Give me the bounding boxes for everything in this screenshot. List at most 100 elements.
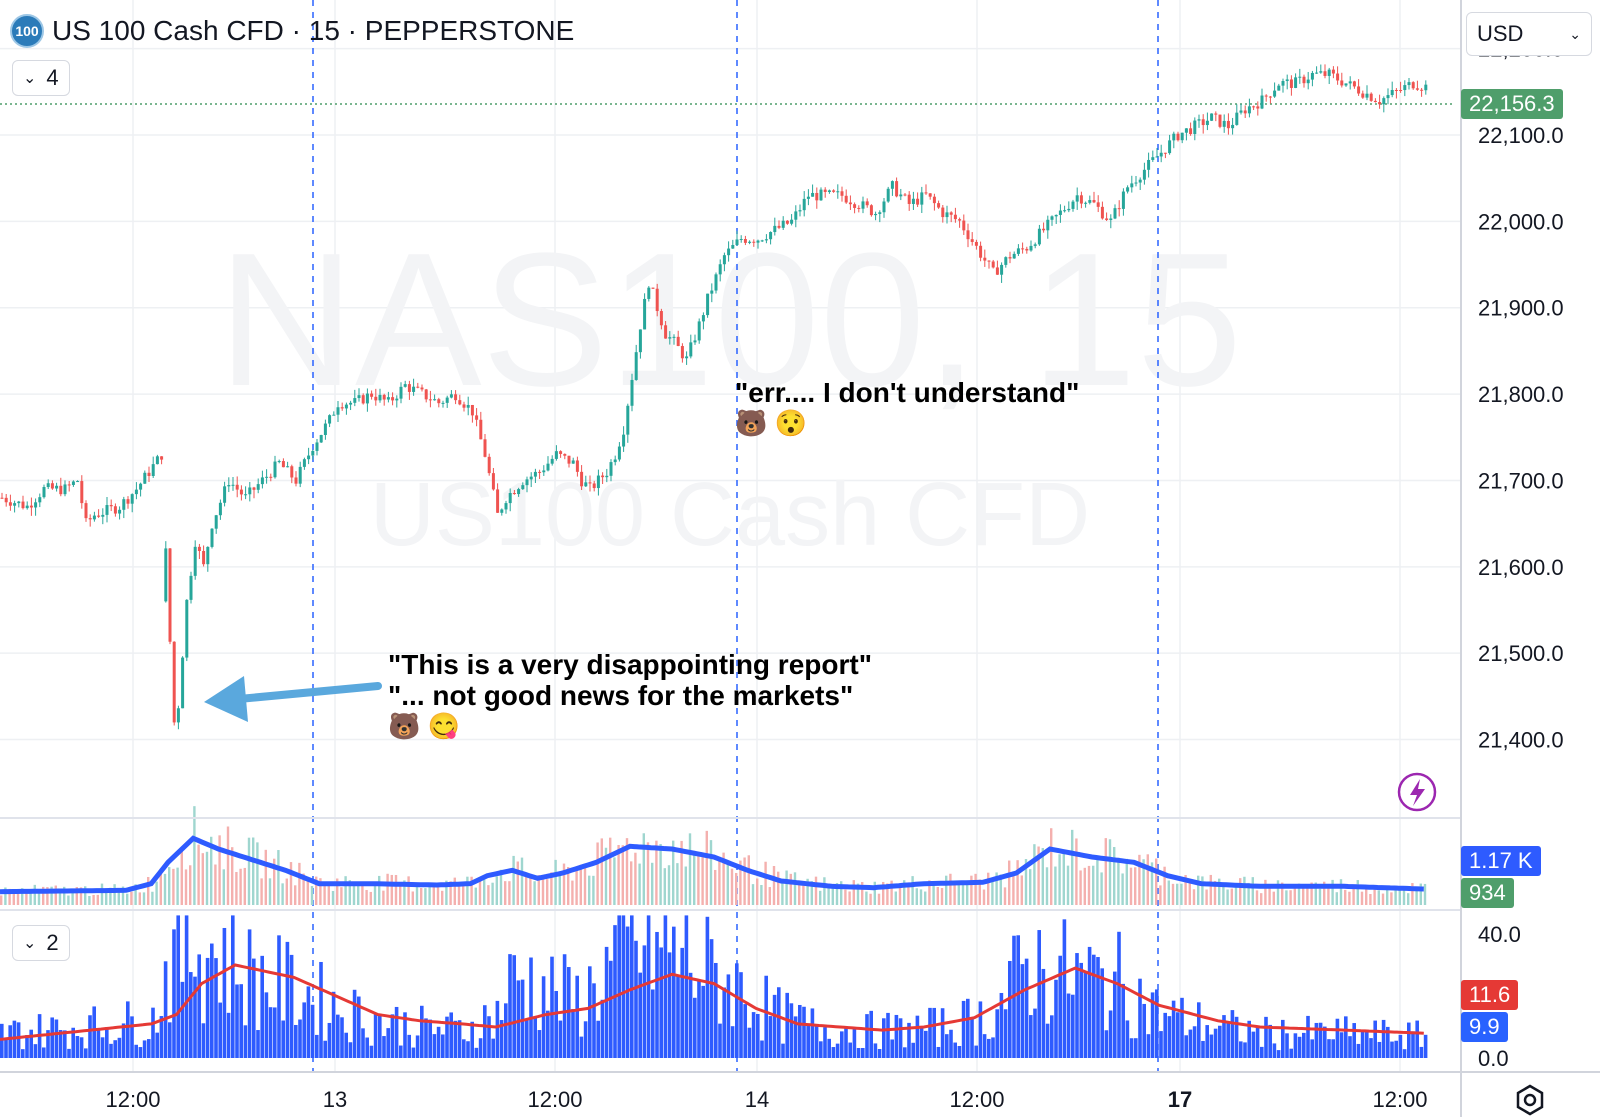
candle-body [1323,71,1327,76]
candle-body [1361,93,1365,98]
volume-bar [449,881,452,905]
oscillator-ma-line [0,963,1424,1041]
volume-bar [21,888,24,905]
price-axis-ticks[interactable]: 22,200.022,100.022,000.021,900.021,800.0… [1478,37,1564,753]
volume-bar [911,876,914,905]
candle-body [143,472,147,484]
volume-bar [424,888,427,905]
oscillator-bar [88,1015,92,1058]
candle-body [1205,120,1209,126]
oscillator-bar [315,1034,319,1058]
oscillator-bar [621,915,626,1058]
candle-body [672,336,676,338]
oscillator-bar [1377,1041,1382,1058]
candle-body [630,379,634,406]
candle-body [1415,88,1419,90]
oscillator-bar [117,1037,122,1058]
candle-body [1386,95,1390,99]
volume-bar [739,860,742,905]
oscillator-bar [184,915,189,1058]
volume-bar [789,873,792,905]
price-indicators-toggle[interactable]: ⌄ 4 [12,60,70,96]
time-tick-label: 12:00 [105,1087,160,1112]
volume-bar [583,864,587,905]
candle-body [739,239,743,241]
oscillator-bar [340,1017,344,1058]
settings-hexagon-icon[interactable] [1516,1084,1544,1116]
time-tick-label: 12:00 [1372,1087,1427,1112]
oscillator-bar [630,915,634,1058]
volume-bar [781,879,784,905]
annotation-confused: "err.... I don't understand" 🐻 😯 [735,377,1079,438]
oscillator-bar [1171,1000,1176,1058]
volume-bar [617,844,620,905]
volume-bar [1255,890,1259,905]
oscillator-bar [1134,1038,1138,1058]
oscillator-bar [159,1016,164,1058]
volume-bar [659,844,662,905]
oscillator-bar [873,1043,878,1058]
volume-bar [751,884,755,905]
volume-bar [936,887,939,905]
candle-body [1285,79,1289,82]
volume-tag: 934 [1461,878,1514,908]
volume-bar [0,895,3,905]
oscillator-bar [735,963,739,1058]
oscillator-bar [189,972,193,1058]
oscillator-bar [281,1020,285,1058]
chevron-down-icon: ⌄ [23,935,37,952]
volume-bar [1398,887,1401,905]
oscillator-axis-ticks[interactable]: 40.0 0.0 [1478,922,1521,1071]
candle-body [155,456,159,465]
volume-bar [848,891,851,905]
volume-bar [344,876,347,905]
oscillator-indicators-toggle[interactable]: ⌄ 2 [12,925,70,961]
oscillator-bar [210,943,214,1058]
candle-body [336,407,340,415]
candle-body [1176,133,1180,141]
volume-bar [1285,890,1288,905]
volume-bar [940,888,944,905]
candle-body [832,190,836,192]
candle-body [1420,89,1424,91]
volume-bar [155,881,158,905]
replay-lightning-icon[interactable] [1397,772,1437,812]
oscillator-bar [739,972,743,1058]
volume-bar [1075,838,1078,905]
volume-bar [1121,873,1124,905]
oscillator-bar [1339,1032,1344,1058]
candle-body [676,336,680,347]
chart-header[interactable]: 100 US 100 Cash CFD · 15 · PEPPERSTONE [10,14,574,48]
volume-bar [663,868,666,905]
oscillator-bar [163,961,168,1058]
candle-body [109,505,113,507]
volume-bar [33,884,36,905]
oscillator-bar [609,960,613,1058]
candle-body [861,201,865,209]
oscillator-bar [1331,1039,1335,1058]
candle-body [504,503,508,510]
volume-bar [323,885,326,905]
volume-bar [1213,880,1217,905]
candle-body [1327,69,1331,76]
price-tick-label: 22,100.0 [1478,123,1564,148]
volume-bar [693,850,696,905]
oscillator-bar [701,985,705,1058]
candle-body [1235,112,1239,125]
candle-body [1348,81,1352,84]
symbol-title[interactable]: US 100 Cash CFD · 15 · PEPPERSTONE [52,15,575,46]
time-axis-ticks[interactable]: 12:00 13 12:00 14 12:00 17 12:00 [105,1087,1427,1112]
candle-body [962,220,966,231]
oscillator-bar [235,984,239,1058]
candle-body [218,502,222,516]
candle-body [445,397,449,403]
candle-body [1340,80,1344,86]
candle-body [164,548,168,602]
volume-bar [756,878,759,905]
chevron-down-icon: ⌄ [1569,25,1581,42]
currency-select[interactable]: USD ⌄ [1466,12,1592,56]
volume-bar [403,880,406,905]
candle-body [748,241,752,243]
volume-bar [1125,858,1128,905]
